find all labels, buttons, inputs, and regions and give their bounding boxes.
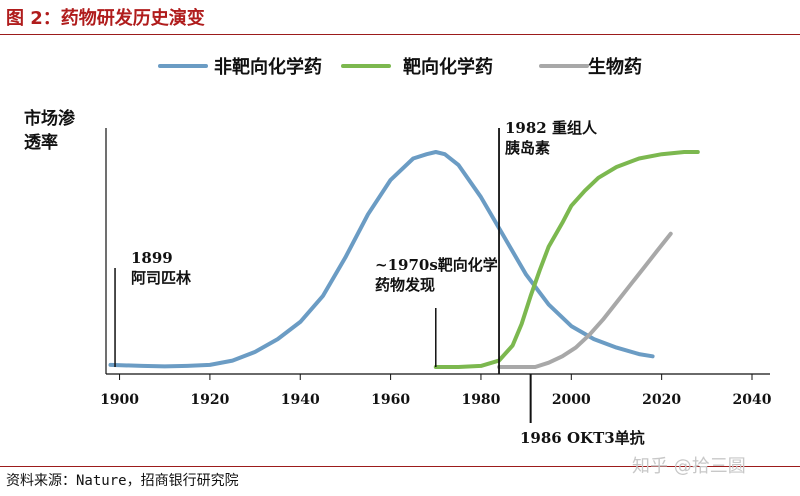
- annotation-aspirin-line-0: 1899: [131, 249, 173, 267]
- x-tick-label-6: 2020: [642, 392, 681, 408]
- legend-label-2: 生物药: [588, 56, 642, 78]
- legend-label-1: 靶向化学药: [403, 56, 493, 78]
- legend-label-0: 非靶向化学药: [214, 56, 322, 78]
- x-tick-label-4: 1980: [461, 392, 500, 408]
- x-tick-label-3: 1960: [371, 392, 410, 408]
- watermark: 知乎 @拾三圆: [632, 456, 746, 477]
- annotation-targeted-line-0: ~1970s靶向化学: [375, 256, 498, 274]
- series-line-2: [497, 231, 673, 369]
- y-axis-label-line-1: 市场渗: [24, 108, 76, 129]
- series-line-1: [433, 150, 700, 369]
- top-rule: [0, 34, 800, 35]
- x-tick-label-0: 1900: [100, 392, 139, 408]
- annotation-targeted-line-1: 药物发现: [375, 276, 435, 294]
- annotation-insulin-line-0: 1982 重组人: [505, 119, 598, 137]
- x-tick-label-1: 1920: [190, 392, 229, 408]
- x-tick-label-7: 2040: [733, 392, 772, 408]
- source-note: 资料来源：Nature，招商银行研究院: [6, 473, 239, 489]
- annotation-insulin-line-1: 胰岛素: [505, 139, 550, 157]
- bottom-rule: [0, 466, 800, 467]
- figure-title: 图 2：药物研发历史演变: [6, 8, 205, 29]
- annotation-aspirin-line-1: 阿司匹林: [131, 269, 192, 287]
- x-tick-label-5: 2000: [552, 392, 591, 408]
- y-axis-label-line-2: 透率: [24, 132, 58, 153]
- x-tick-label-2: 1940: [281, 392, 320, 408]
- annotation-okt3-line-0: 1986 OKT3单抗: [520, 429, 645, 447]
- series-line-0: [108, 150, 655, 369]
- y-axis-label: 市场渗透率: [24, 108, 76, 153]
